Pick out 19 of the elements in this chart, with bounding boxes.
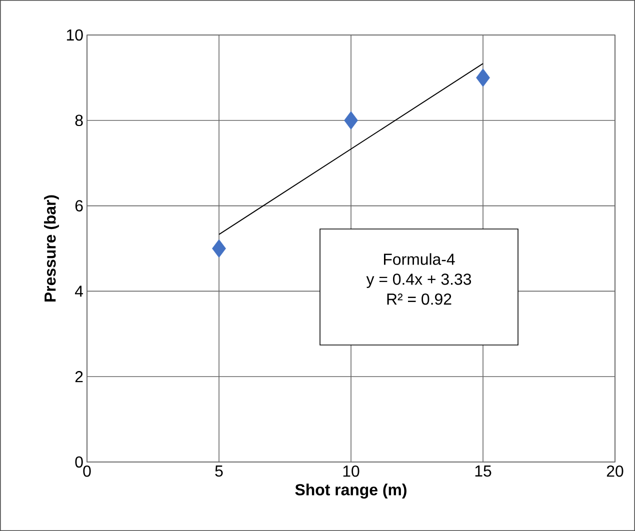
annotation: R² = 0.92 [387, 293, 452, 305]
y-tick-label: 10 [66, 29, 83, 41]
y-axis-title: Pressure (bar) [44, 195, 59, 302]
x-tick-label: 10 [343, 466, 360, 477]
y-tick-label: 4 [74, 286, 84, 297]
y-tick-label: 6 [75, 200, 83, 212]
x-tick-label: 20 [606, 466, 624, 477]
x-tick-label: 15 [475, 466, 492, 477]
annotation: Formula-4 [384, 253, 455, 265]
point [212, 239, 226, 258]
x-tick-label: 0 [83, 466, 91, 477]
point [344, 111, 358, 130]
point [476, 68, 490, 87]
y-tick-label: 2 [75, 371, 83, 382]
annotation: y = 0.4x + 3.33 [366, 274, 472, 288]
x-tick-label: 5 [215, 466, 223, 477]
y-tick-label: 8 [75, 114, 83, 126]
x-axis-title: Shot range (m) [295, 484, 406, 499]
y-tick-label: 0 [75, 456, 83, 468]
